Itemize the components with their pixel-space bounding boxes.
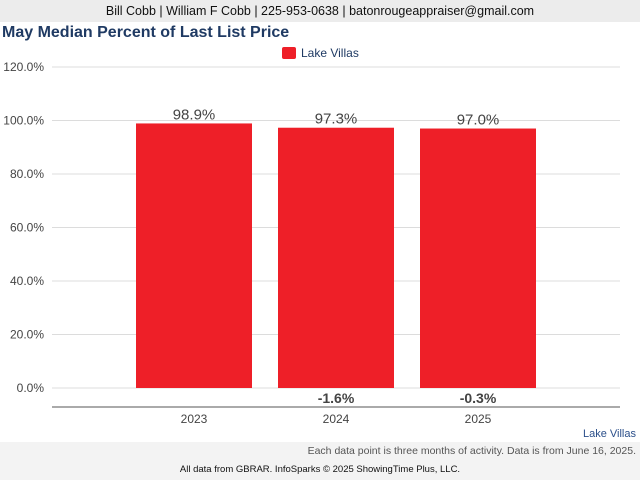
value-label: 97.3% [315,111,358,128]
legend-label: Lake Villas [301,46,359,60]
contact-line: Bill Cobb | William F Cobb | 225-953-063… [105,4,535,18]
y-tick-label: 60.0% [10,221,44,235]
change-label: -1.6% [318,390,355,406]
bar-chart: 0.0% 20.0% 40.0% 60.0% 80.0% 100.0% 120.0% 98.… [3,60,620,426]
x-tick-label: 2024 [323,412,350,426]
data-note: Each data point is three months of activ… [307,445,636,457]
bars [136,123,536,388]
change-label: -0.3% [460,390,497,406]
y-tick-label: 0.0% [17,381,45,395]
y-tick-label: 120.0% [3,60,44,74]
y-tick-label: 80.0% [10,167,44,181]
chart-title: May Median Percent of Last List Price [2,24,290,41]
data-source: All data from GBRAR. InfoSparks © 2025 S… [179,464,461,475]
contact-header-bar: Bill Cobb | William F Cobb | 225-953-063… [0,0,640,22]
x-tick-label: 2023 [181,412,208,426]
chart-legend: Lake Villas [282,46,359,60]
footer-area [0,442,640,480]
y-tick-label: 100.0% [3,114,44,128]
value-labels: 98.9% 97.3% -1.6% 97.0% -0.3% [173,106,500,406]
footer-series-name: Lake Villas [583,428,636,440]
y-tick-labels: 0.0% 20.0% 40.0% 60.0% 80.0% 100.0% 120.0% [3,60,44,395]
bar [136,123,252,388]
y-tick-label: 40.0% [10,274,44,288]
bar [278,127,394,388]
bar [420,128,536,388]
value-label: 97.0% [457,112,500,129]
value-label: 98.9% [173,106,216,123]
y-tick-label: 20.0% [10,328,44,342]
x-tick-label: 2025 [465,412,492,426]
x-tick-labels: 2023 2024 2025 [181,412,492,426]
legend-swatch [282,47,296,59]
